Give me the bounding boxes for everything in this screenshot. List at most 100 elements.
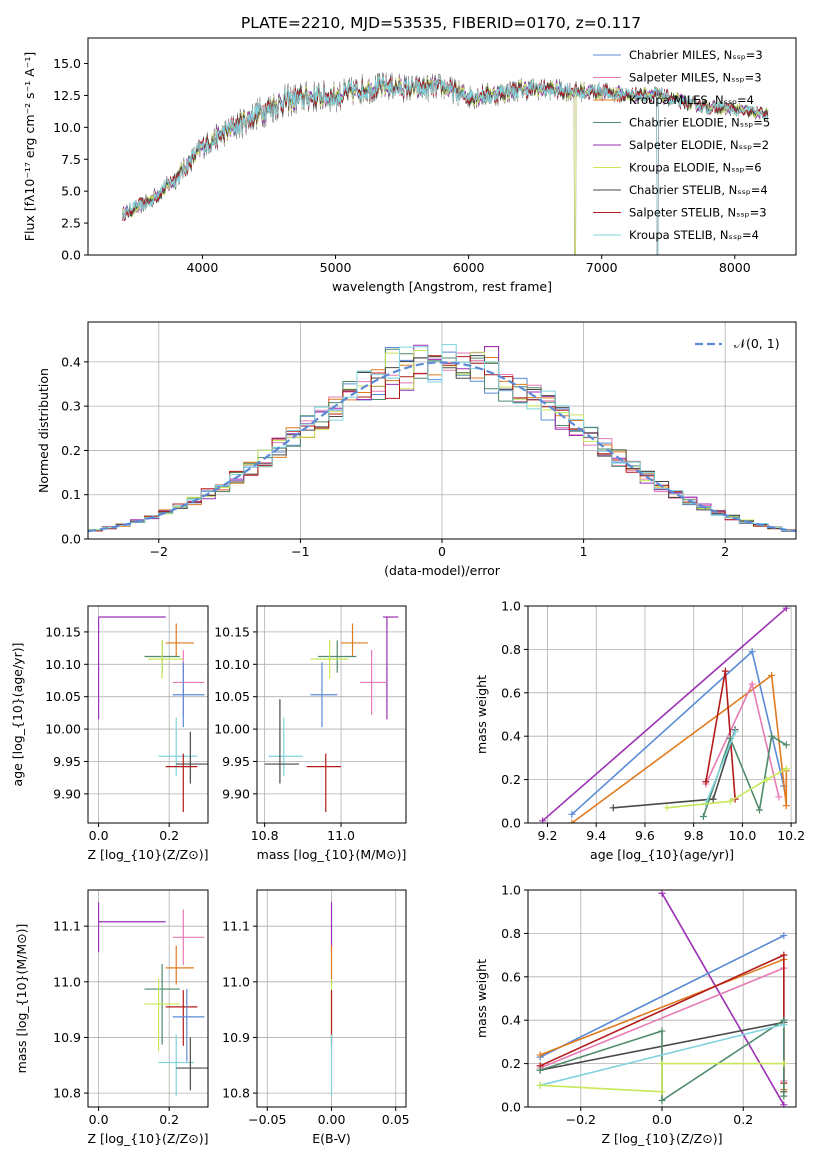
plot-area [264,616,399,812]
axes-frame [87,605,209,824]
x-tick-label: −0.05 [248,1112,286,1127]
errorbar-point [306,753,342,812]
panel-weight-vs-Z: −0.2 0.0 0.2 0.0 0.2 0.4 0.6 0.8 1.0 Z [log_{10}(… [474,883,797,1146]
legend-label: Kroupa STELIB, Nₛₛₚ=4 [629,228,759,242]
errorbar-point [148,639,184,679]
x-axis-label: age [log_{10}(age/yr)] [590,847,734,862]
x-tick-label: 0.0 [652,1112,672,1127]
x-tick-label: 0.2 [733,1112,753,1127]
x-tick-label: 10.8 [251,828,279,843]
weight-marker [768,732,776,740]
x-tick-label: 11.0 [327,828,355,843]
weight-marker [780,1101,788,1107]
y-tick-label: 5.0 [61,184,81,199]
y-tick-label: 0.2 [501,772,521,787]
weight-series-line [613,729,736,809]
axes-frame [527,605,797,824]
errorbar-point [176,1037,208,1091]
x-tick-label: 7000 [586,260,618,275]
x-tick-label: 0.2 [159,828,179,843]
y-tick-label: 10.8 [222,1086,250,1101]
y-tick-label: 15.0 [53,56,81,71]
errorbar-point [172,989,205,1062]
y-tick-label: 1.0 [501,599,521,614]
legend-label: Salpeter ELODIE, Nₛₛₚ=2 [629,138,769,152]
weight-marker [775,793,783,801]
weight-marker [768,671,776,679]
weight-marker [536,1051,544,1059]
x-tick-label: 0.2 [159,1112,179,1127]
x-axis-label: mass [log_{10}(M/M⊙)] [257,847,407,862]
errorbar-point [165,753,198,812]
weight-marker [731,728,739,736]
figure-title: PLATE=2210, MJD=53535, FIBERID=0170, z=0… [241,14,641,32]
plot-area [539,606,790,823]
weight-marker [658,890,666,897]
weight-series-line [571,673,788,823]
legend-label: Chabrier MILES, Nₛₛₚ=3 [629,48,763,62]
y-tick-label: 10.10 [45,657,81,672]
errorbar-point [383,616,399,720]
spectrum-model-line [122,76,769,255]
weight-marker [539,817,547,823]
panel-weight-vs-age: 9.2 9.4 9.6 9.8 10.0 10.2 0.0 0.2 0.4 0.6 0.8 1.0 ag… [474,599,805,863]
weight-marker [663,804,671,812]
y-tick-label: 11.0 [53,974,81,989]
plot-area [88,344,796,533]
panel-residuals: −2 −1 0 1 2 0.0 0.1 0.2 0.3 0.4 (data-model)/error… [36,321,797,578]
x-tick-label: 0 [438,544,446,559]
y-tick-label: 0.8 [501,642,521,657]
x-axis-label: Z [log_{10}(Z/Z⊙)] [88,847,209,862]
weight-marker [782,741,790,749]
x-tick-label: 0.0 [89,828,109,843]
x-axis-label: Z [log_{10}(Z/Z⊙)] [602,1131,723,1146]
x-tick-label: −0.2 [566,1112,596,1127]
x-tick-label: 2 [721,544,729,559]
errorbar-point [341,623,368,656]
weight-marker [658,1088,666,1096]
weight-marker [658,1027,666,1035]
errorbar-point [318,640,357,673]
weight-marker [702,778,710,786]
weight-marker [780,932,788,940]
y-axis-label: Flux [fλ10⁻¹⁷ erg cm⁻² s⁻¹ A⁻¹] [22,52,37,241]
axes-frame [87,37,797,256]
x-axis-label: E(B-V) [312,1131,351,1146]
plot-area [97,616,208,812]
weight-marker [763,776,771,784]
weight-marker [658,1060,666,1068]
x-tick-label: −1 [291,544,309,559]
y-tick-label: 0.2 [61,443,81,458]
weight-series-line [661,892,785,1106]
plot-area [536,890,788,1107]
spectrum-model-line [122,75,769,255]
y-tick-label: 0.6 [501,969,521,984]
y-tick-label: 9.90 [53,786,81,801]
y-tick-label: 0.0 [501,1100,521,1115]
errorbar-point [310,662,338,728]
weight-marker [780,1092,788,1100]
legend-label: Kroupa MILES, Nₛₛₚ=4 [629,93,754,107]
weight-marker [699,812,707,820]
legend-label: 𝒩(0, 1) [734,336,780,351]
x-tick-label: 0.05 [382,1112,410,1127]
weight-series-line [666,768,787,809]
x-tick-label: 9.4 [586,828,606,843]
weight-series-line [705,731,736,804]
y-tick-label: 10.05 [45,689,81,704]
x-tick-label: 4000 [187,260,219,275]
errorbar-point [176,731,208,784]
errorbar-point [360,650,387,715]
panel-mass-vs-Z: 0.0 0.2 10.8 10.9 11.0 11.1 Z [log_{10}(Z/Z⊙)]… [14,889,209,1146]
weight-series-line [542,607,787,822]
y-tick-label: 10.9 [222,1030,250,1045]
errorbar-point [172,650,205,715]
y-tick-label: 10.05 [214,689,250,704]
y-tick-label: 10.15 [45,624,81,639]
y-tick-label: 10.15 [214,624,250,639]
errorbar-point [144,979,180,1052]
axes-frame [256,605,407,824]
weight-marker [609,804,617,812]
panel-age-vs-mass: 10.8 11.0 9.90 9.95 10.00 10.05 10.10 10.15 mass… [214,605,407,862]
